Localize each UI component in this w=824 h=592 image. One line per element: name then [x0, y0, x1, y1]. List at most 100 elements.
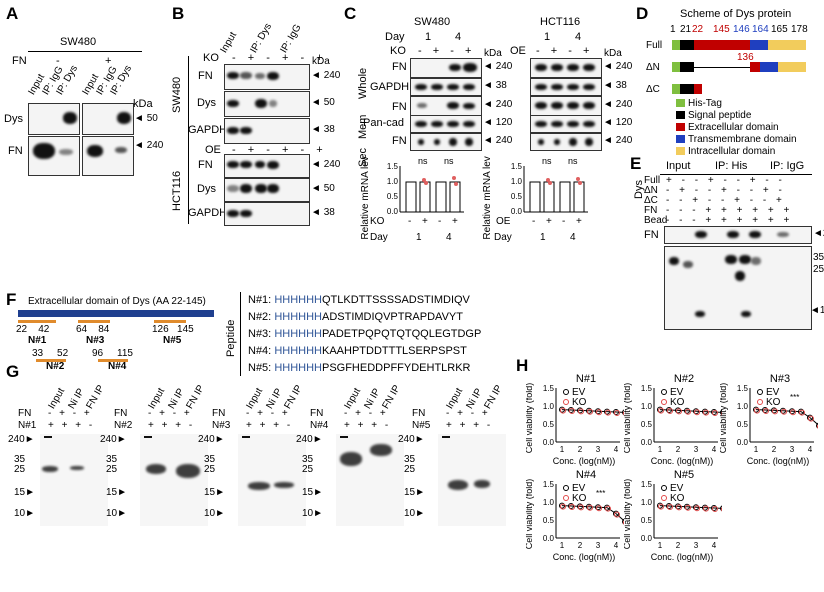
panel-c-day4-hct: 4	[575, 31, 582, 43]
plot-xtick: 3	[596, 445, 601, 454]
panel-f-n2-label: N#2	[46, 361, 65, 372]
panel-a-row-dys: Dys	[4, 113, 23, 125]
panel-b-kda: kDa	[312, 56, 330, 67]
panel-f-peptide-label: Peptide	[225, 319, 237, 357]
peptide-n2: N#2: HHHHHHADSTIMDIQVPTRAPDAVYT	[248, 311, 463, 323]
panel-c-row-gapdh: GAPDH	[370, 81, 410, 93]
panel-c-signs-oe: - + - +	[536, 45, 590, 57]
gel-2: Input Ni IP FN IP FN - + - + N#2 + + + -240► 35…	[100, 370, 212, 530]
plot-xtick: 4	[614, 541, 619, 550]
panel-c-sw-ytick-3: 1.5	[387, 162, 399, 171]
gel-fn-label: FN	[18, 408, 32, 419]
gel-n-label: N#2	[114, 420, 133, 431]
gel-marker-10: 10►	[106, 508, 128, 519]
panel-f-n4-range: 96 115	[92, 348, 133, 359]
panel-c-sw-ytick-2: 1.0	[387, 177, 399, 186]
panel-d-pos-164: 164	[752, 24, 769, 35]
peptide-n4: N#4: HHHHHHKAAHPTDDTTTLSERPSPST	[248, 345, 467, 357]
panel-b-hct-bracket	[188, 152, 189, 224]
panel-c-hct-marker-240a: ◄ 240	[603, 61, 633, 72]
legend-ev: EV	[670, 387, 684, 398]
gel-marker-35: 35	[14, 454, 26, 465]
gel-fn-signs: - + - +	[344, 408, 386, 419]
panel-b-hct-marker-240: ◄ 240	[311, 159, 341, 170]
panel-c-sw-ytick-0: 0.0	[387, 207, 399, 216]
panel-e-fn-row: FN	[644, 229, 659, 241]
plot-ylabel: Cell viability (fold)	[624, 383, 632, 454]
plot-title: N#2	[674, 373, 694, 385]
plot-xtick: 4	[614, 445, 619, 454]
panel-c-day-row-1: 1	[416, 232, 422, 243]
gel-image	[40, 434, 108, 526]
panel-b-hct-marker-38: ◄ 38	[311, 207, 335, 218]
panel-b-hct-marker-50: ◄ 50	[311, 183, 335, 194]
plot-ytick: 0.5	[641, 516, 653, 525]
panel-e-row-full: Full + - - + - - + - -	[644, 175, 782, 186]
gel-n-label: N#1	[18, 420, 37, 431]
plot-xlabel: Conc. (log(nM))	[553, 456, 616, 466]
panel-c-hct-blot-fn2	[530, 96, 602, 116]
panel-d-pos-145: 145	[713, 24, 730, 35]
panel-b-lane-ipigg: IP: IgG	[278, 22, 304, 55]
plot-title: N#5	[674, 469, 694, 481]
panel-c-bar-charts: Relative mRNA level Relative mRNA level …	[360, 156, 588, 243]
panel-f-n1-label: N#1	[28, 335, 47, 346]
panel-b-sw480-marker-50: ◄ 50	[311, 97, 335, 108]
panel-f-seg-n2	[36, 359, 66, 362]
panel-c-row-fn2: FN	[392, 101, 407, 113]
panel-f-n4-label: N#4	[108, 361, 127, 372]
plot-xlabel: Conc. (log(nM))	[651, 552, 714, 562]
plot-title: N#1	[576, 373, 596, 385]
panel-c-hct-blot-gapdh	[530, 78, 602, 96]
panel-c-sw-ytick-1: 0.5	[387, 192, 399, 201]
gel-marker-25: 25	[204, 464, 216, 475]
gel-fn-signs: - + - +	[246, 408, 288, 419]
panel-d-legend-signal: Signal peptide	[676, 110, 797, 122]
panel-d-legend-extra: Extracellular domain	[676, 122, 797, 134]
gel-marker-240: 240►	[198, 434, 225, 445]
gel-fn-label: FN	[212, 408, 226, 419]
panel-c-hct-ytick-2: 1.0	[511, 177, 523, 186]
plot-xtick: 2	[676, 541, 681, 550]
gel-n-label: N#4	[310, 420, 329, 431]
viability-plot-2: N#2 Cell viability (fold) Conc. (log(nM)) 0…	[624, 373, 722, 466]
panel-d-bar-dc	[672, 84, 702, 94]
gel-marker-240: 240►	[398, 434, 425, 445]
plot-xtick: 3	[694, 541, 699, 550]
plot-ytick: 0.5	[737, 420, 749, 429]
panel-f-n5-label: N#5	[163, 335, 182, 346]
panel-a-title-line	[28, 51, 142, 52]
panel-c-day1: 1	[425, 31, 432, 43]
gel-marker-15: 15►	[204, 487, 226, 498]
gel-fn-signs: - + - +	[446, 408, 488, 419]
plot-xtick: 4	[712, 445, 717, 454]
gel-lane-fnip: FN IP	[282, 383, 305, 411]
plot-ytick: 1.0	[641, 498, 653, 507]
panel-c-hct-ytick-3: 1.5	[511, 162, 523, 171]
plot-ytick: 1.0	[543, 498, 555, 507]
panel-c-hct-marker-120: ◄ 120	[603, 117, 633, 128]
legend-ev: EV	[766, 387, 780, 398]
panel-d-pos-146: 146	[733, 24, 750, 35]
plot-xlabel: Conc. (log(nM))	[553, 552, 616, 562]
panel-a-blot-dys-left	[28, 103, 80, 135]
panel-a-fn-plus: +	[105, 55, 112, 67]
panel-a-title: SW480	[60, 36, 97, 48]
sig-marker: ***	[596, 489, 605, 498]
gel-marker-25: 25	[14, 464, 26, 475]
panel-a-blot-dys-right	[82, 103, 134, 135]
panel-f-seg-n5	[154, 320, 186, 323]
plot-ytick: 0.5	[641, 420, 653, 429]
panel-c-sw-blot-gapdh	[410, 78, 482, 96]
gel-lane-fnip: FN IP	[482, 383, 505, 411]
plot-xtick: 3	[790, 445, 795, 454]
panel-b-oe-label: OE	[205, 144, 221, 156]
panel-label-e: E	[630, 154, 642, 173]
panel-c-sw-blot-fn3	[410, 133, 482, 151]
panel-b-hct-fn: FN	[198, 159, 213, 171]
panel-c-ko-label: KO	[390, 45, 406, 57]
gel-marker-15: 15►	[404, 487, 426, 498]
plot-ytick: 1.5	[543, 384, 555, 393]
gel-marker-15: 15►	[106, 487, 128, 498]
plot-ytick: 1.5	[641, 480, 653, 489]
